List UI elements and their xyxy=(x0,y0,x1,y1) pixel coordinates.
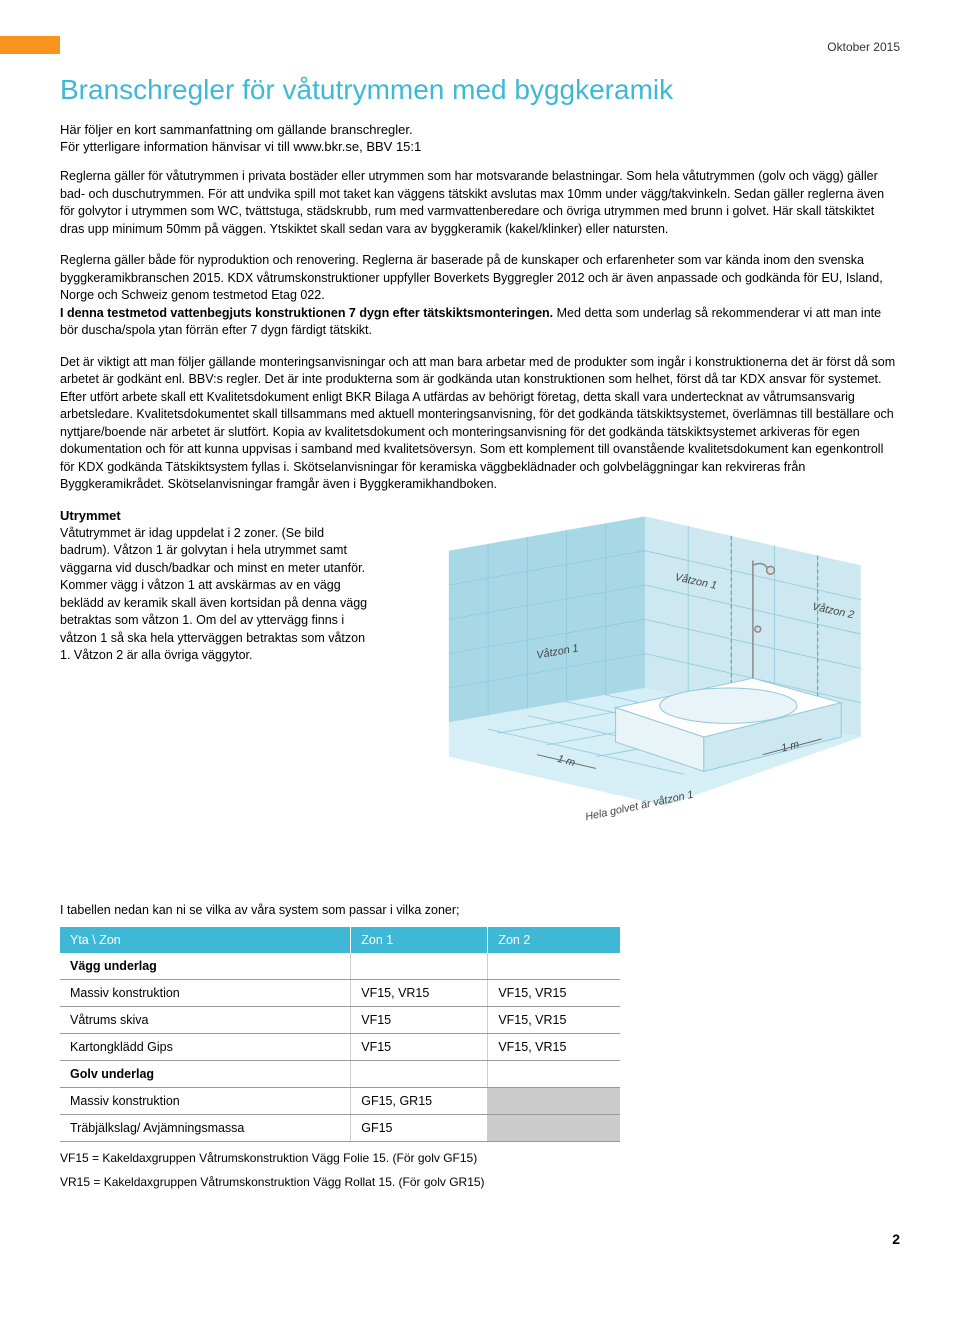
paragraph-2a: Reglerna gäller både för nyproduktion oc… xyxy=(60,253,883,302)
bathroom-diagram: Våtzon 1 Våtzon 1 Våtzon 2 1 m 1 m Hela … xyxy=(390,508,900,868)
table-cell: VF15 xyxy=(351,1033,488,1060)
page-number: 2 xyxy=(60,1231,900,1247)
table-cell xyxy=(488,1087,620,1114)
table-section: Golv underlag xyxy=(60,1060,351,1087)
table-cell: Massiv konstruktion xyxy=(60,1087,351,1114)
table-cell: VF15, VR15 xyxy=(488,1006,620,1033)
zone-table: Yta \ Zon Zon 1 Zon 2 Vägg underlagMassi… xyxy=(60,927,620,1142)
paragraph-4: Våtutrymmet är idag uppdelat i 2 zoner. … xyxy=(60,525,370,665)
subtitle-1: Här följer en kort sammanfattning om gäl… xyxy=(60,122,900,137)
table-cell: Våtrums skiva xyxy=(60,1006,351,1033)
table-cell: Kartongklädd Gips xyxy=(60,1033,351,1060)
table-cell: Träbjälkslag/ Avjämningsmassa xyxy=(60,1114,351,1141)
table-cell: VF15, VR15 xyxy=(351,979,488,1006)
table-cell: Massiv konstruktion xyxy=(60,979,351,1006)
th-zon1: Zon 1 xyxy=(351,927,488,953)
paragraph-2: Reglerna gäller både för nyproduktion oc… xyxy=(60,252,900,340)
paragraph-3: Det är viktigt att man följer gällande m… xyxy=(60,354,900,494)
th-yta: Yta \ Zon xyxy=(60,927,351,953)
table-cell: GF15, GR15 xyxy=(351,1087,488,1114)
paragraph-1: Reglerna gäller för våtutrymmen i privat… xyxy=(60,168,900,238)
th-zon2: Zon 2 xyxy=(488,927,620,953)
table-cell: VF15 xyxy=(351,1006,488,1033)
page-title: Branschregler för våtutrymmen med byggke… xyxy=(60,74,900,106)
table-cell: GF15 xyxy=(351,1114,488,1141)
table-intro: I tabellen nedan kan ni se vilka av våra… xyxy=(60,903,900,917)
accent-bar xyxy=(0,36,60,54)
table-cell xyxy=(488,1114,620,1141)
footnote-1: VF15 = Kakeldaxgruppen Våtrumskonstrukti… xyxy=(60,1150,900,1167)
table-cell: VF15, VR15 xyxy=(488,979,620,1006)
table-section: Vägg underlag xyxy=(60,953,351,980)
table-cell: VF15, VR15 xyxy=(488,1033,620,1060)
footnote-2: VR15 = Kakeldaxgruppen Våtrumskonstrukti… xyxy=(60,1174,900,1191)
date-label: Oktober 2015 xyxy=(60,40,900,54)
subtitle-2: För ytterligare information hänvisar vi … xyxy=(60,139,900,154)
section-head-utrymmet: Utrymmet xyxy=(60,508,370,523)
paragraph-2-bold: I denna testmetod vattenbegjuts konstruk… xyxy=(60,306,553,320)
